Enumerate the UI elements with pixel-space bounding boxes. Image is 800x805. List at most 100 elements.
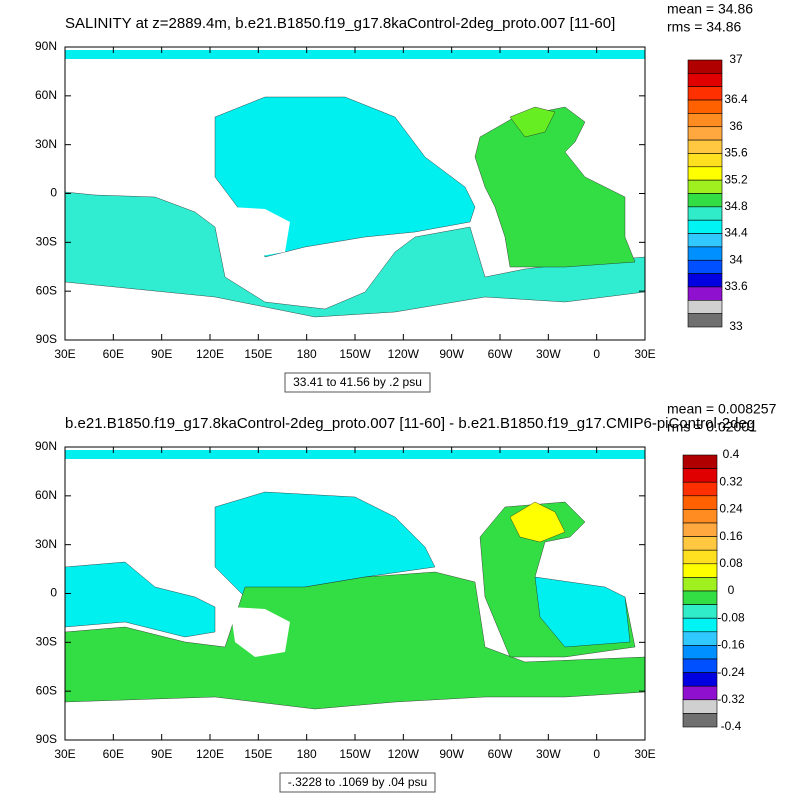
y-tick-label: 60N [35, 488, 57, 502]
colorbar-box [682, 481, 718, 497]
colorbar-box [687, 206, 723, 221]
colorbar-box [682, 658, 718, 673]
colorbar-label: 36.4 [724, 92, 748, 106]
colorbar-box [682, 645, 718, 660]
colorbar-label: 37 [729, 52, 743, 66]
y-tick-label: 30N [35, 537, 57, 551]
rms-stat: rms = 0.02001 [667, 419, 757, 435]
x-tick-label: 0 [593, 347, 600, 361]
colorbar-label: 0.4 [723, 447, 740, 461]
colorbar-box [687, 193, 723, 208]
colorbar-label: 0.24 [719, 502, 743, 516]
colorbar-box [682, 509, 718, 524]
colorbar-box [687, 246, 723, 261]
colorbar-label: 36 [729, 119, 743, 133]
x-tick-label: 150W [339, 347, 371, 361]
colorbar-box [682, 699, 718, 714]
x-tick-label: 180 [297, 747, 317, 761]
ocean-field [509, 501, 566, 543]
map-panel: 30E 60E 90E 120E 150E 180 150W 120W 90W 60W 30W 0 30… [35, 39, 656, 361]
colorbar-label: 34.4 [724, 226, 748, 240]
x-tick-label: 30W [536, 347, 561, 361]
y-tick-label: 90N [35, 439, 57, 453]
y-tick-label: 30S [36, 635, 57, 649]
colorbar-box [682, 468, 718, 483]
ocean-field [64, 561, 216, 638]
colorbar-box [682, 536, 718, 551]
colorbar-box [682, 577, 718, 592]
y-tick-label: 90N [35, 39, 57, 53]
ocean-field [534, 576, 631, 648]
colorbar-box [687, 99, 723, 114]
ocean-field [64, 571, 646, 710]
y-tick-label: 60S [36, 283, 57, 297]
colorbar-box [682, 454, 718, 469]
colorbar-label: 0.16 [719, 529, 743, 543]
contour-info: 33.41 to 41.56 by .2 psu [293, 375, 422, 389]
x-tick-label: 30E [634, 747, 655, 761]
colorbar-label: 35.2 [724, 172, 748, 186]
colorbar-box [682, 604, 718, 619]
x-tick-label: 120W [388, 347, 420, 361]
colorbar-box [687, 59, 723, 74]
colorbar-box [682, 617, 718, 633]
x-tick-label: 30W [536, 747, 561, 761]
x-tick-label: 60E [103, 747, 124, 761]
colorbar-box [682, 495, 718, 510]
mean-stat: mean = 0.008257 [667, 401, 777, 417]
info-box [279, 772, 436, 793]
colorbar-box [687, 113, 723, 128]
y-tick-label: 30S [36, 235, 57, 249]
ocean-field [474, 106, 636, 268]
colorbar-label: 34 [729, 252, 743, 266]
colorbar-box [682, 522, 718, 537]
colorbar-box [687, 86, 723, 101]
x-tick-label: 150W [339, 747, 371, 761]
panel-title: b.e21.B1850.f19_g17.8kaControl-2deg_prot… [65, 415, 755, 432]
colorbar-label: 0 [728, 583, 735, 597]
map-panel: 30E 60E 90E 120E 150E 180 150W 120W 90W 60W 30W 0 30… [35, 439, 656, 761]
y-tick-label: 60N [35, 88, 57, 102]
colorbar-label: 0.32 [719, 474, 743, 488]
colorbar-box [687, 139, 723, 154]
colorbar-label: 33 [729, 319, 743, 333]
ocean-field [230, 207, 290, 257]
colorbar-box [682, 631, 718, 646]
x-tick-label: 60E [103, 347, 124, 361]
colorbar-box [682, 590, 718, 605]
colorbar-box [687, 153, 723, 168]
x-tick-label: 90E [151, 347, 172, 361]
colorbar-box [682, 563, 718, 578]
colorbar-box [687, 179, 723, 194]
x-tick-label: 120E [196, 747, 224, 761]
colorbar-box [687, 126, 723, 141]
colorbar-box [687, 166, 723, 181]
y-tick-label: 30N [35, 137, 57, 151]
x-tick-label: 30E [54, 347, 75, 361]
colorbar-box [687, 299, 723, 314]
colorbar-label: -0.24 [717, 665, 745, 679]
colorbar-box [687, 313, 723, 328]
colorbar-label: 33.6 [724, 279, 748, 293]
colorbar-box [687, 286, 723, 301]
x-tick-label: 120E [196, 347, 224, 361]
info-box [284, 372, 431, 393]
colorbar-label: -0.16 [717, 638, 745, 652]
ocean-field [65, 50, 645, 59]
x-tick-label: 60W [488, 347, 513, 361]
x-tick-label: 60W [488, 747, 513, 761]
ocean-field [64, 191, 646, 318]
x-tick-label: 30E [634, 347, 655, 361]
colorbar-label: 35.6 [724, 146, 748, 160]
colorbar-box [687, 233, 723, 248]
colorbar-label: -0.4 [721, 719, 742, 733]
mean-stat: mean = 34.86 [667, 1, 753, 17]
x-tick-label: 90W [439, 747, 464, 761]
y-tick-label: 90S [36, 332, 57, 346]
x-tick-label: 180 [297, 347, 317, 361]
ocean-field [230, 607, 290, 657]
colorbar-box [682, 549, 718, 565]
x-tick-label: 0 [593, 747, 600, 761]
x-tick-label: 90E [151, 747, 172, 761]
rms-stat: rms = 34.86 [667, 19, 742, 35]
